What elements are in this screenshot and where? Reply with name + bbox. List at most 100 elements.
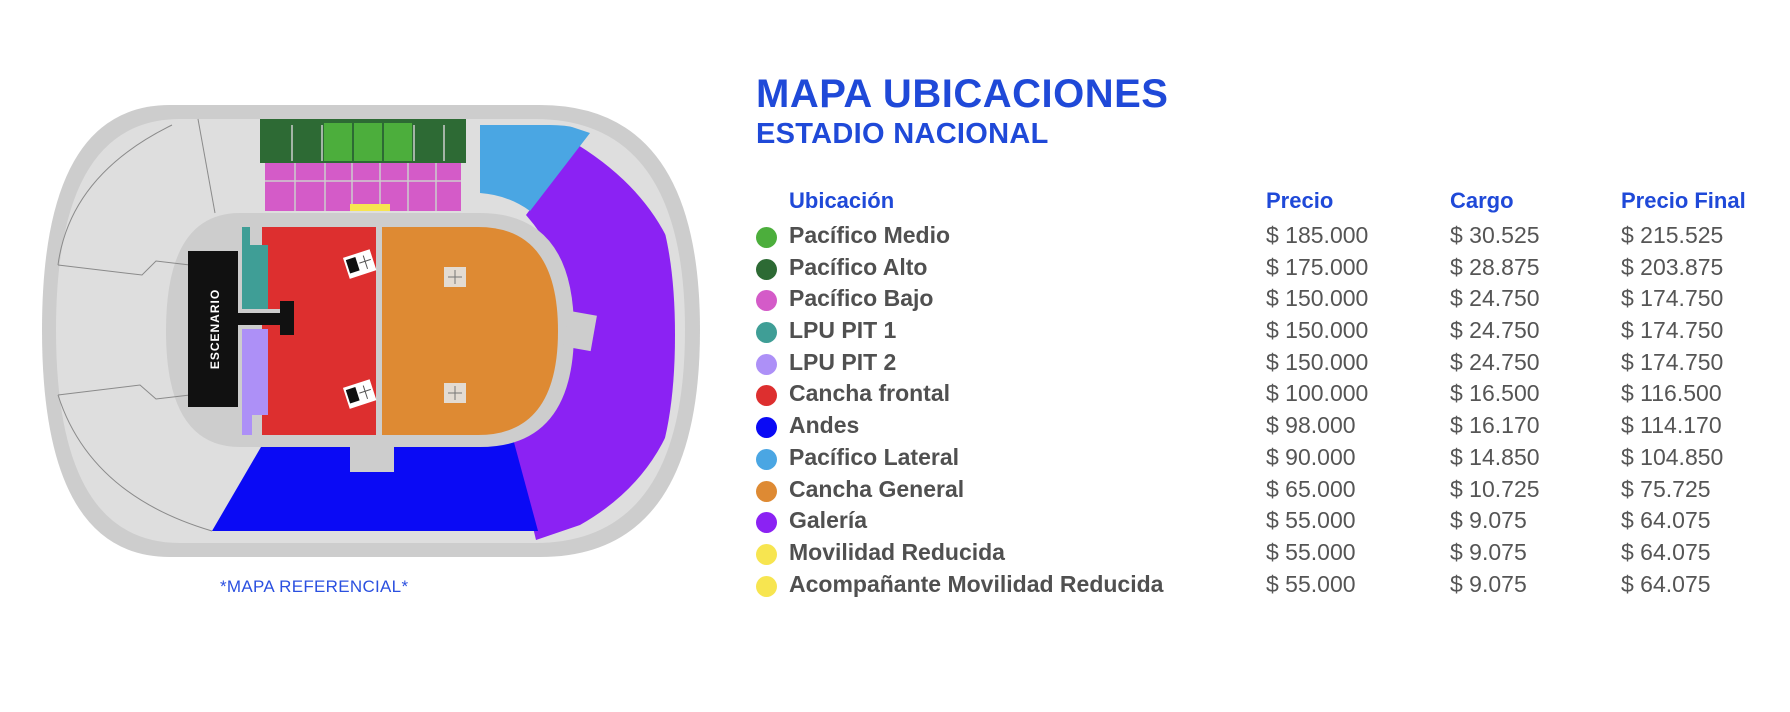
charge-value: $ 30.525 bbox=[1450, 222, 1540, 248]
stadium-map: ESCENARIO bbox=[42, 105, 700, 557]
map-note: *MAPA REFERENCIAL* bbox=[220, 577, 409, 596]
charge-value: $ 9.075 bbox=[1450, 538, 1527, 565]
price-value: $ 150.000 bbox=[1266, 317, 1369, 344]
table-row: LPU PIT 1 $ 150.000 $ 24.750 $ 174.750 bbox=[756, 316, 1766, 348]
color-swatch bbox=[756, 353, 777, 375]
tribune-dividers bbox=[57, 118, 216, 532]
color-swatch bbox=[756, 385, 777, 407]
color-swatch bbox=[756, 258, 777, 280]
charge-value: $ 14.850 bbox=[1450, 443, 1540, 470]
price-value: $ 150.000 bbox=[1266, 348, 1369, 375]
table-row: Movilidad Reducida $ 55.000 $ 9.075 $ 64… bbox=[756, 538, 1766, 570]
charge-value: $ 16.500 bbox=[1450, 380, 1540, 407]
final-price-value: $ 75.725 bbox=[1621, 475, 1711, 502]
price-value: $ 55.000 bbox=[1266, 507, 1356, 534]
price-value: $ 150.000 bbox=[1266, 285, 1369, 312]
final-price-value: $ 203.875 bbox=[1621, 253, 1724, 280]
zone-andes[interactable] bbox=[212, 435, 538, 531]
ring-notch-bottom bbox=[350, 440, 394, 472]
location-name: Movilidad Reducida bbox=[789, 538, 1005, 565]
color-swatch bbox=[756, 543, 777, 565]
zone-galeria[interactable] bbox=[510, 145, 688, 540]
final-price-value: $ 174.750 bbox=[1621, 317, 1724, 344]
final-price-value: $ 114.170 bbox=[1621, 412, 1722, 439]
table-row: Pacífico Medio $ 185.000 $ 30.525 $ 215.… bbox=[756, 221, 1766, 253]
location-name: Andes bbox=[789, 412, 860, 439]
control-tower-top bbox=[342, 249, 377, 279]
column-header-ubicacion: Ubicación bbox=[789, 188, 895, 213]
location-name: Cancha General bbox=[789, 475, 965, 502]
table-row: LPU PIT 2 $ 150.000 $ 24.750 $ 174.750 bbox=[756, 348, 1766, 380]
table-row: Acompañante Movilidad Reducida $ 55.000 … bbox=[756, 570, 1766, 602]
table-header: Ubicación Precio Cargo Precio Final bbox=[756, 188, 1766, 221]
zone-pacifico-medio[interactable] bbox=[324, 123, 412, 161]
zone-lpu-pit-2[interactable] bbox=[242, 329, 268, 435]
page-title: MAPA UBICACIONES bbox=[756, 72, 1169, 116]
location-name: Galería bbox=[789, 507, 867, 534]
delay-tower-top bbox=[444, 267, 466, 287]
charge-value: $ 24.750 bbox=[1450, 348, 1540, 375]
stage-label: ESCENARIO bbox=[208, 289, 222, 369]
table-row: Cancha frontal $ 100.000 $ 16.500 $ 116.… bbox=[756, 379, 1766, 411]
stage: ESCENARIO bbox=[188, 251, 294, 407]
zone-lpu-pit-1[interactable] bbox=[242, 227, 268, 309]
charge-value: $ 9.075 bbox=[1450, 507, 1527, 534]
charge-value: $ 16.170 bbox=[1450, 412, 1540, 439]
zone-pacifico-lateral[interactable] bbox=[480, 119, 590, 211]
pacifico-seat-grid bbox=[291, 125, 445, 161]
color-swatch bbox=[756, 448, 777, 470]
price-value: $ 55.000 bbox=[1266, 570, 1356, 597]
location-name: Pacífico Lateral bbox=[789, 443, 960, 470]
charge-value: $ 24.750 bbox=[1450, 285, 1540, 312]
charge-value: $ 9.075 bbox=[1450, 570, 1527, 597]
final-price-value: $ 104.850 bbox=[1621, 443, 1724, 470]
price-value: $ 98.000 bbox=[1266, 412, 1356, 439]
price-table: Ubicación Precio Cargo Precio Final Pací… bbox=[756, 188, 1766, 601]
zone-pacifico-bajo[interactable] bbox=[265, 163, 461, 211]
final-price-value: $ 174.750 bbox=[1621, 285, 1724, 312]
table-row: Galería $ 55.000 $ 9.075 $ 64.075 bbox=[756, 506, 1766, 538]
charge-value: $ 24.750 bbox=[1450, 317, 1540, 344]
table-row: Pacífico Alto $ 175.000 $ 28.875 $ 203.8… bbox=[756, 253, 1766, 285]
color-swatch bbox=[756, 575, 777, 597]
location-name: Acompañante Movilidad Reducida bbox=[789, 570, 1164, 597]
final-price-value: $ 174.750 bbox=[1621, 348, 1724, 375]
table-row: Andes $ 98.000 $ 16.170 $ 114.170 bbox=[756, 411, 1766, 443]
charge-value: $ 10.725 bbox=[1450, 475, 1540, 502]
final-price-value: $ 116.500 bbox=[1621, 380, 1722, 407]
table-row: Cancha General $ 65.000 $ 10.725 $ 75.72… bbox=[756, 475, 1766, 507]
price-value: $ 100.000 bbox=[1266, 380, 1369, 407]
column-header-precio: Precio bbox=[1266, 188, 1334, 213]
pacifico-bajo-grid bbox=[265, 163, 461, 211]
price-value: $ 55.000 bbox=[1266, 538, 1356, 565]
final-price-value: $ 64.075 bbox=[1621, 570, 1711, 597]
table-row: Pacífico Bajo $ 150.000 $ 24.750 $ 174.7… bbox=[756, 284, 1766, 316]
ring-notch-right bbox=[563, 310, 597, 352]
color-swatch bbox=[756, 322, 777, 344]
zone-movilidad-reducida[interactable] bbox=[350, 204, 390, 211]
delay-tower-bottom bbox=[444, 383, 466, 403]
price-value: $ 175.000 bbox=[1266, 253, 1369, 280]
page-subtitle: ESTADIO NACIONAL bbox=[756, 118, 1049, 150]
final-price-value: $ 64.075 bbox=[1621, 538, 1711, 565]
price-value: $ 90.000 bbox=[1266, 443, 1356, 470]
color-swatch bbox=[756, 227, 777, 248]
location-name: Pacífico Alto bbox=[789, 253, 928, 280]
color-swatch bbox=[756, 512, 777, 534]
price-value: $ 185.000 bbox=[1266, 222, 1369, 248]
color-swatch bbox=[756, 480, 777, 502]
zone-cancha-general[interactable] bbox=[382, 227, 558, 435]
color-swatch bbox=[756, 417, 777, 439]
zone-cancha-frontal[interactable] bbox=[262, 227, 376, 435]
column-header-precio-final: Precio Final bbox=[1621, 188, 1746, 213]
color-swatch bbox=[756, 290, 777, 312]
table-row: Pacífico Lateral $ 90.000 $ 14.850 $ 104… bbox=[756, 443, 1766, 475]
location-name: Pacífico Bajo bbox=[789, 285, 934, 312]
location-name: Pacífico Medio bbox=[789, 222, 951, 248]
charge-value: $ 28.875 bbox=[1450, 253, 1540, 280]
final-price-value: $ 64.075 bbox=[1621, 507, 1711, 534]
location-name: Cancha frontal bbox=[789, 380, 951, 407]
control-tower-bottom bbox=[342, 379, 377, 409]
final-price-value: $ 215.525 bbox=[1621, 222, 1724, 248]
column-header-cargo: Cargo bbox=[1450, 188, 1514, 213]
